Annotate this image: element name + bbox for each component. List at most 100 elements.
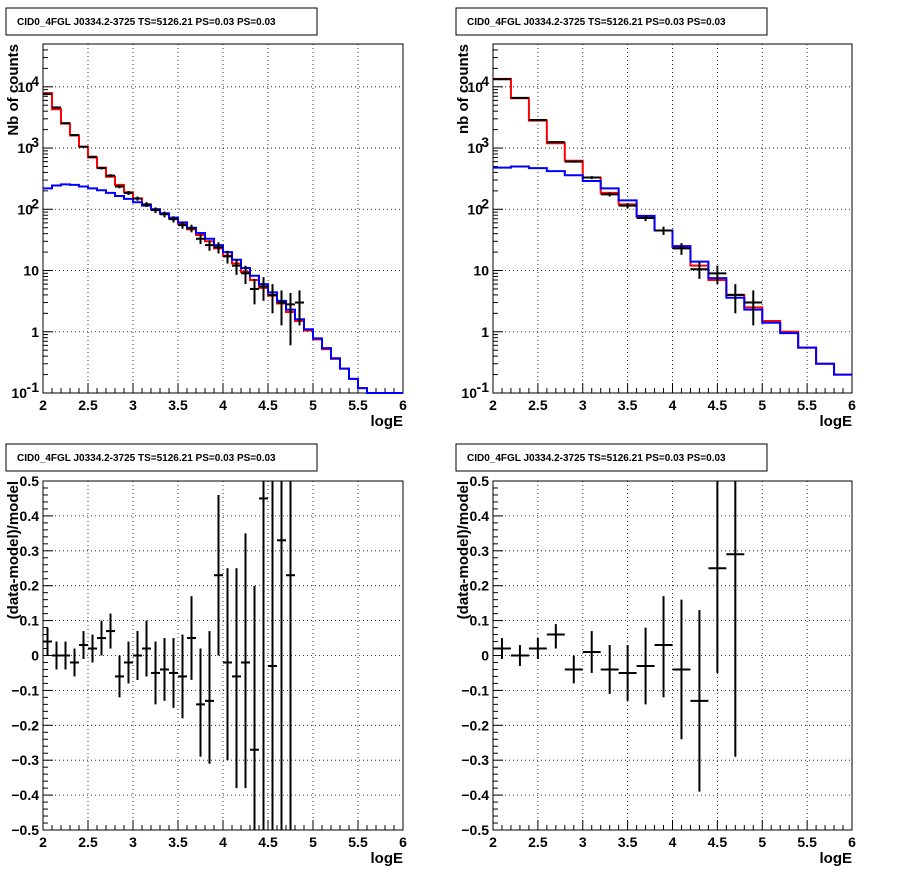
x-axis-label: logE [371, 413, 404, 430]
x-tick-label: 4 [669, 834, 677, 850]
x-tick-label: 4.5 [258, 397, 278, 413]
data-point [654, 226, 673, 236]
y-tick-label: 0 [31, 648, 39, 664]
x-tick-label: 3.5 [618, 397, 638, 413]
y-tick-label: −0.3 [11, 752, 39, 768]
x-tick-label: 2 [39, 397, 47, 413]
data-point [528, 119, 547, 122]
y-tick-label: 1 [481, 324, 489, 340]
y-tick-label: 0.4 [20, 508, 40, 524]
data-point [61, 641, 70, 670]
x-axis-label: logE [820, 413, 853, 430]
data-point [151, 641, 160, 705]
data-point [52, 106, 61, 109]
x-tick-label: 4.5 [708, 834, 728, 850]
x-tick-label: 4 [219, 834, 227, 850]
y-tick-label: −0.5 [11, 822, 39, 838]
x-tick-label: 4 [669, 397, 677, 413]
data-point [205, 631, 214, 764]
chart-title-box [455, 7, 768, 36]
chart-panel-bottom-right: CID0_4FGL J0334.2-3725 TS=5126.21 PS=0.0… [455, 443, 856, 867]
data-point [124, 190, 133, 196]
data-point [259, 277, 268, 301]
data-point [106, 174, 115, 178]
data-point [43, 93, 52, 96]
data-point [654, 596, 673, 698]
y-tick-label: 0.2 [20, 578, 40, 594]
y-tick-label: 0 [481, 648, 489, 664]
y-tick-label: 10 [467, 140, 483, 156]
data-point [43, 627, 52, 656]
chart-title: CID0_4FGL J0334.2-3725 TS=5126.21 PS=0.0… [467, 453, 726, 464]
data-point [690, 262, 709, 279]
chart-panel-top-right: CID0_4FGL J0334.2-3725 TS=5126.21 PS=0.0… [455, 7, 856, 430]
data-point [268, 481, 277, 830]
x-tick-label: 2.5 [528, 397, 548, 413]
data-point [88, 634, 97, 663]
y-axis-label: (data-model)/model [5, 481, 22, 619]
y-tick-exponent: 3 [481, 134, 489, 150]
data-point [564, 655, 583, 684]
data-point [232, 568, 241, 789]
chart-title-box [5, 7, 318, 36]
data-point [259, 481, 268, 830]
data-point [286, 292, 295, 346]
data-point [241, 533, 250, 789]
data-point [142, 202, 151, 207]
y-tick-label: 0.3 [470, 543, 490, 559]
data-point [196, 234, 205, 245]
data-point [88, 155, 97, 158]
data-point [106, 613, 115, 649]
chart-panel-bottom-left: CID0_4FGL J0334.2-3725 TS=5126.21 PS=0.0… [5, 443, 407, 867]
data-point [672, 243, 691, 255]
data-point [493, 638, 511, 659]
data-point [232, 258, 241, 275]
x-tick-label: 4 [219, 397, 227, 413]
data-point [205, 240, 214, 251]
chart-title: CID0_4FGL J0334.2-3725 TS=5126.21 PS=0.0… [17, 453, 276, 464]
data-point [600, 645, 619, 694]
y-tick-exponent: -1 [477, 379, 490, 395]
data-point [510, 645, 529, 666]
y-axis-label: nb of counts [455, 44, 472, 134]
data-point [115, 184, 124, 189]
chart-title-box [5, 443, 318, 472]
x-tick-label: 2 [489, 397, 497, 413]
y-tick-label: 0.5 [20, 473, 40, 489]
y-tick-label: 10 [17, 140, 33, 156]
x-tick-label: 3.5 [168, 834, 188, 850]
data-point [277, 290, 286, 326]
data-point [708, 481, 727, 673]
y-tick-exponent: 2 [31, 195, 39, 211]
y-tick-label: 0.1 [20, 613, 40, 629]
data-point [178, 634, 187, 719]
y-tick-label: 10 [461, 385, 477, 401]
y-tick-label: 10 [11, 385, 27, 401]
x-tick-label: 3 [579, 834, 587, 850]
x-tick-label: 3 [579, 397, 587, 413]
data-point [250, 279, 259, 305]
data-point [52, 641, 61, 670]
y-tick-exponent: 2 [481, 195, 489, 211]
y-tick-label: 0.2 [470, 578, 490, 594]
x-axis-label: logE [820, 850, 853, 867]
y-tick-label: 1 [31, 324, 39, 340]
x-tick-label: 2.5 [78, 834, 98, 850]
y-tick-label: 0.4 [470, 508, 490, 524]
data-point [223, 568, 232, 761]
x-tick-label: 3 [129, 834, 137, 850]
y-tick-label: 0.1 [470, 613, 490, 629]
data-point [160, 211, 169, 218]
data-point [564, 160, 583, 163]
data-point [124, 641, 133, 684]
data-point [600, 192, 619, 197]
y-tick-label: 10 [467, 79, 483, 95]
data-point [79, 145, 88, 148]
y-tick-label: −0.3 [461, 752, 489, 768]
chart-title: CID0_4FGL J0334.2-3725 TS=5126.21 PS=0.0… [17, 17, 276, 28]
y-axis-label: (data-model)/model [455, 481, 472, 619]
data-point [582, 631, 601, 673]
y-tick-label: −0.2 [461, 717, 489, 733]
y-tick-exponent: 3 [31, 134, 39, 150]
